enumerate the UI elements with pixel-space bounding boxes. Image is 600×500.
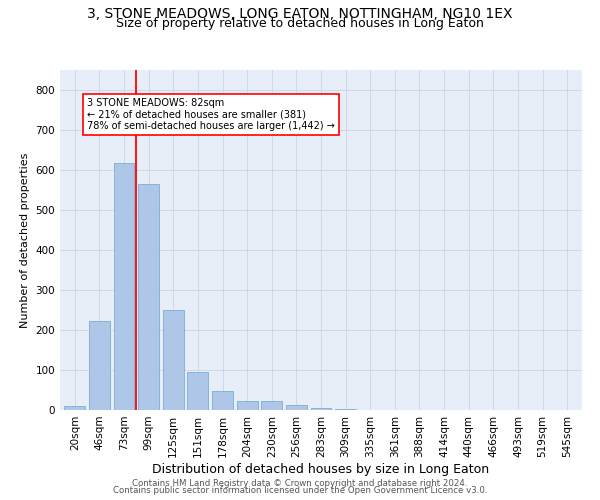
- Bar: [335, 409, 356, 410]
- Text: Contains HM Land Registry data © Crown copyright and database right 2024.: Contains HM Land Registry data © Crown c…: [132, 478, 468, 488]
- Text: Contains public sector information licensed under the Open Government Licence v3: Contains public sector information licen…: [113, 486, 487, 495]
- Y-axis label: Number of detached properties: Number of detached properties: [20, 152, 30, 328]
- Text: 3, STONE MEADOWS, LONG EATON, NOTTINGHAM, NG10 1EX: 3, STONE MEADOWS, LONG EATON, NOTTINGHAM…: [87, 8, 513, 22]
- Text: Size of property relative to detached houses in Long Eaton: Size of property relative to detached ho…: [116, 18, 484, 30]
- Bar: [187, 372, 208, 410]
- Bar: [113, 163, 134, 410]
- Bar: [64, 406, 85, 410]
- X-axis label: Distribution of detached houses by size in Long Eaton: Distribution of detached houses by size …: [152, 462, 490, 475]
- Bar: [163, 310, 184, 410]
- Bar: [212, 391, 233, 410]
- Bar: [236, 401, 257, 410]
- Bar: [261, 401, 282, 410]
- Bar: [286, 405, 307, 410]
- Text: 3 STONE MEADOWS: 82sqm
← 21% of detached houses are smaller (381)
78% of semi-de: 3 STONE MEADOWS: 82sqm ← 21% of detached…: [87, 98, 335, 131]
- Bar: [311, 408, 331, 410]
- Bar: [138, 184, 159, 410]
- Bar: [89, 321, 110, 410]
